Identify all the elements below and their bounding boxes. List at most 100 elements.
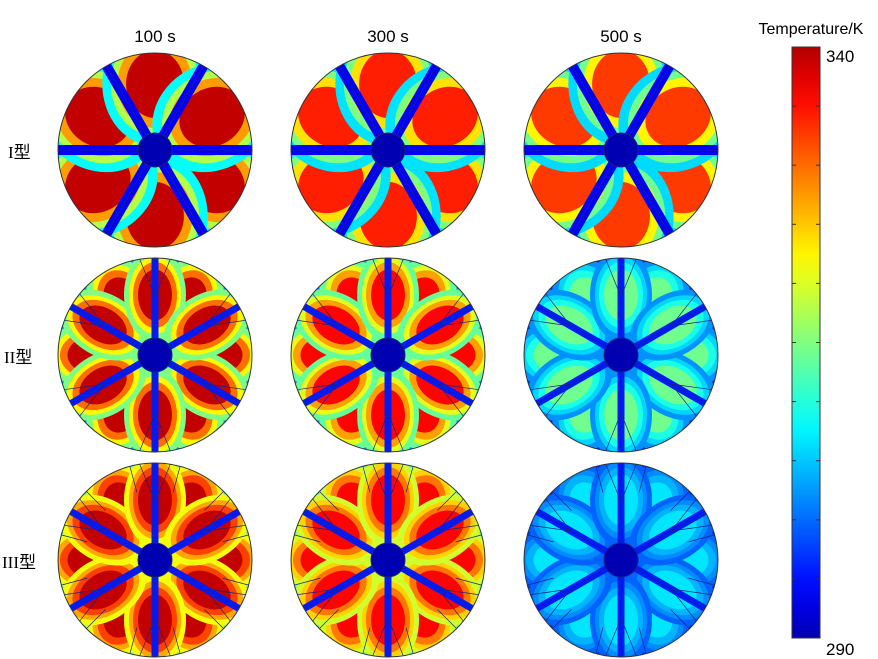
channel-edge <box>205 524 250 532</box>
channel-edge <box>204 290 234 327</box>
channel-edge <box>620 463 639 503</box>
channel-edge <box>61 577 88 586</box>
channel-edge <box>542 588 572 625</box>
channel-edge <box>293 383 338 391</box>
center-hub <box>370 542 406 578</box>
channel-edge <box>438 383 483 391</box>
channel-edge <box>455 534 482 543</box>
channel-edge <box>526 588 571 596</box>
channel-edge <box>205 588 250 596</box>
channel-edge <box>370 412 389 452</box>
disk-plot <box>290 257 486 453</box>
hot-region <box>179 86 245 148</box>
channel-edge <box>76 383 106 420</box>
channel-edge <box>670 588 700 625</box>
channel-edge <box>552 491 572 511</box>
disk-outline <box>290 462 486 658</box>
channel-edge <box>204 491 224 511</box>
channel-edge <box>670 495 700 532</box>
disk-outline <box>290 52 486 248</box>
channel-edge <box>172 466 181 493</box>
disk-field <box>58 53 252 247</box>
channel-edge <box>438 524 483 532</box>
hot-region <box>645 86 711 148</box>
channel-edge <box>620 412 639 452</box>
channel-edge <box>620 617 639 657</box>
channel-edge <box>438 319 483 327</box>
disk-plot <box>57 257 253 453</box>
channel-edge <box>670 491 690 511</box>
channel-edge <box>205 319 250 327</box>
channel-edge <box>671 524 716 532</box>
disk-outline <box>57 257 253 453</box>
center-hub <box>603 542 639 578</box>
colorbar-min-label: 290 <box>826 640 854 659</box>
disk-outline <box>57 462 253 658</box>
channel-edge <box>129 627 138 654</box>
channel-edge <box>526 319 571 327</box>
channel-edge <box>205 383 250 391</box>
channel-edge <box>437 491 457 511</box>
hot-region <box>412 86 478 148</box>
channel-edge <box>620 258 639 298</box>
channel-edge <box>437 588 467 625</box>
channel-edge <box>76 495 106 532</box>
channel-edge <box>86 609 106 629</box>
channel-edge <box>362 627 371 654</box>
channel-edge <box>60 319 105 327</box>
channel-edge <box>638 466 647 493</box>
disk-outline <box>523 462 719 658</box>
colorbar-gradient <box>791 46 821 639</box>
channel-edge <box>294 577 321 586</box>
column-label-500s: 500 s <box>600 27 642 46</box>
channel-edge <box>154 412 173 452</box>
channel-edge <box>670 609 690 629</box>
channel-edge <box>309 290 339 327</box>
channel-edge <box>60 383 105 391</box>
channel-edge <box>137 412 156 452</box>
disk-outline <box>523 257 719 453</box>
disk-field <box>291 258 485 452</box>
channel-edge <box>552 609 572 629</box>
channel-edge <box>319 491 339 511</box>
colorbar-title: Temperature/K <box>759 21 864 38</box>
channel-edge <box>204 383 234 420</box>
disk-plot <box>290 52 486 248</box>
channel-edge <box>60 588 105 596</box>
column-label-100s: 100 s <box>134 27 176 46</box>
disk-field <box>58 258 252 452</box>
channel-edge <box>309 588 339 625</box>
channel-edge <box>137 463 156 503</box>
channel-edge <box>542 290 572 327</box>
channel-edge <box>638 627 647 654</box>
channel-edge <box>527 534 554 543</box>
center-hub <box>603 132 639 168</box>
channel-edge <box>76 290 106 327</box>
channel-edge <box>595 466 604 493</box>
colorbar-ticks <box>792 46 820 639</box>
channel-edge <box>60 524 105 532</box>
channel-edge <box>86 491 106 511</box>
channel-edge <box>154 463 173 503</box>
disk-plot <box>523 257 719 453</box>
channel-edge <box>542 383 572 420</box>
disk-field <box>58 463 252 657</box>
channel-edge <box>671 319 716 327</box>
channel-edge <box>670 290 700 327</box>
channel-edge <box>671 383 716 391</box>
channel-edge <box>370 258 389 298</box>
channel-edge <box>437 290 467 327</box>
disk-outline <box>290 257 486 453</box>
channel-edge <box>137 258 156 298</box>
row-label-type-2: II型 <box>4 348 32 367</box>
disk-grid <box>57 52 719 658</box>
center-hub <box>137 337 173 373</box>
center-hub <box>603 337 639 373</box>
channel-edge <box>204 609 224 629</box>
colorbar-max-label: 340 <box>826 47 854 66</box>
channel-edge <box>437 495 467 532</box>
channel-edge <box>671 588 716 596</box>
channel-edge <box>387 258 406 298</box>
channel-edge <box>603 258 622 298</box>
